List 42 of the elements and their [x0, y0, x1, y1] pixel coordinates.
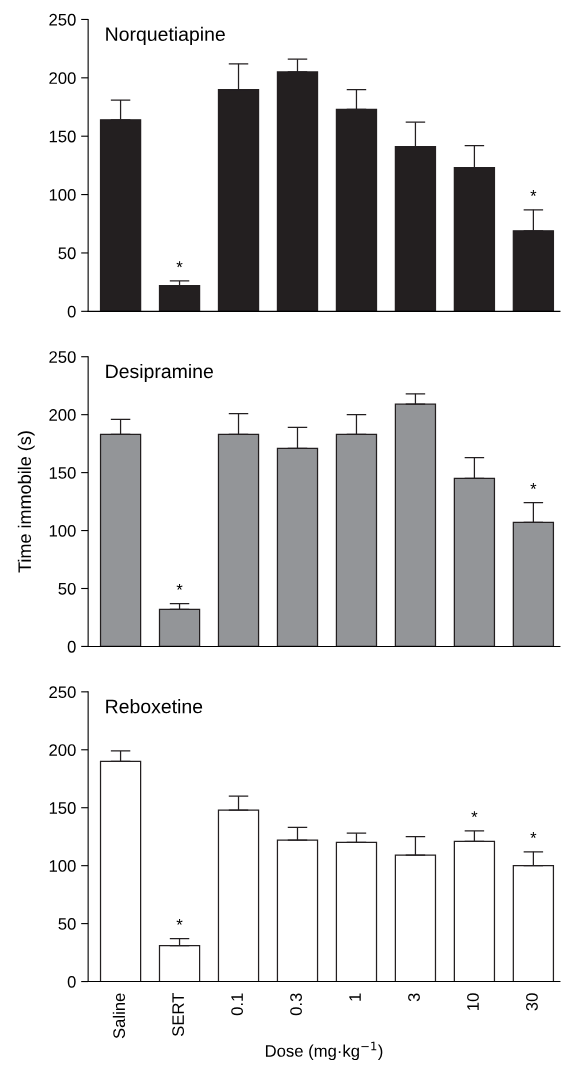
x-tick-label: 0.1 [231, 993, 243, 1016]
y-tick-label: 200 [49, 744, 76, 756]
x-tick-label: SERT [172, 993, 185, 1037]
y-tick-label: 0 [67, 975, 76, 988]
chart-title: Reboxetine [106, 699, 203, 714]
annotation: * [530, 483, 537, 489]
y-tick-label: 150 [49, 802, 76, 814]
y-tick-label: 150 [49, 130, 76, 143]
x-axis-title: Dose (mg·kg$^{−1}$) [265, 1041, 383, 1061]
x-tick-label: 3 [408, 993, 420, 1002]
y-tick-label: 50 [58, 247, 76, 260]
y-tick-label: 100 [49, 524, 76, 537]
annotation: * [176, 919, 183, 925]
chart-title: Desipramine [106, 363, 213, 383]
annotation: * [530, 190, 537, 196]
x-tick-label: 1 [349, 993, 361, 1001]
y-tick-label: 0 [67, 640, 76, 653]
y-tick-label: 0 [67, 305, 76, 318]
bar [217, 809, 260, 982]
annotation: * [176, 261, 183, 268]
y-tick-label: 250 [49, 351, 76, 363]
annotation: * [471, 811, 478, 818]
annotation: * [176, 583, 183, 590]
y-axis-title: Time immobile (s) [17, 431, 35, 573]
x-tick-label: Saline [112, 993, 126, 1039]
y-tick-label: 200 [49, 72, 76, 85]
y-tick-label: 50 [58, 582, 76, 595]
bar [158, 608, 201, 647]
y-tick-label: 250 [49, 686, 76, 699]
y-tick-label: 100 [49, 860, 76, 872]
x-tick-label: 10 [467, 993, 479, 1010]
x-tick-label: 0.3 [290, 993, 302, 1016]
y-tick-label: 150 [49, 467, 76, 479]
y-tick-label: 200 [49, 409, 76, 421]
x-tick-label: 30 [526, 993, 538, 1011]
annotation: * [530, 832, 537, 838]
chart-title: Norquetiapine [106, 26, 225, 45]
bar [276, 71, 319, 312]
y-tick-label: 250 [49, 13, 76, 26]
y-tick-label: 50 [58, 918, 76, 930]
y-tick-label: 100 [49, 188, 76, 201]
bar [158, 285, 201, 312]
